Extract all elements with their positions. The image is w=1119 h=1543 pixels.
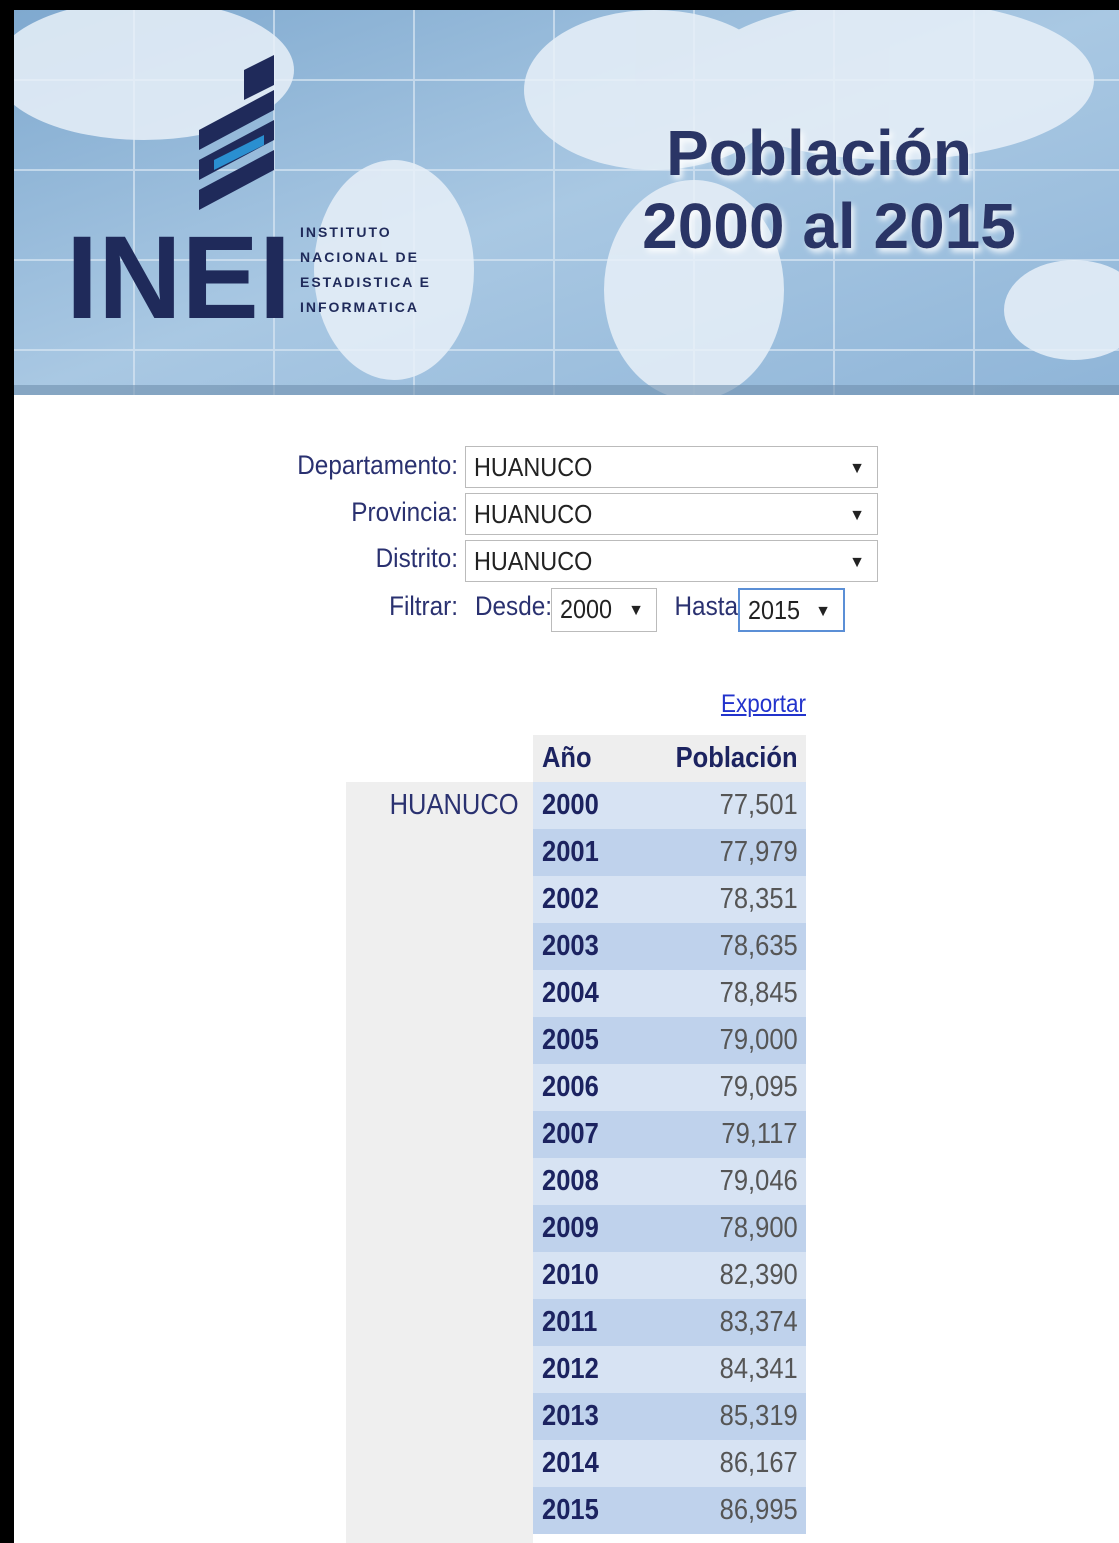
year-cell: 2006 — [533, 1064, 610, 1111]
select-provincia[interactable]: HUANUCO ▼ — [465, 493, 878, 535]
select-distrito[interactable]: HUANUCO ▼ — [465, 540, 878, 582]
year-cell-text: 2002 — [542, 883, 599, 915]
select-value: HUANUCO — [474, 499, 593, 529]
export-link[interactable]: Exportar — [720, 690, 806, 718]
year-cell-text: 2010 — [542, 1259, 599, 1291]
year-cell: 2013 — [533, 1393, 610, 1440]
header-cell-text: Año — [542, 742, 592, 774]
logo-text: ESTADISTICA E — [300, 274, 431, 290]
year-cell: 2008 — [533, 1158, 610, 1205]
label: Hasta — [674, 591, 738, 621]
year-cell-text: 2005 — [542, 1024, 599, 1056]
frame — [0, 0, 1119, 10]
population-cell-text: 77,979 — [719, 836, 798, 868]
select-hasta[interactable]: 2015 ▼ — [738, 588, 845, 632]
year-cell: 2014 — [533, 1440, 610, 1487]
select-value: HUANUCO — [474, 546, 593, 576]
place-column — [346, 782, 533, 1543]
select-departamento[interactable]: HUANUCO ▼ — [465, 446, 878, 488]
population-cell: 77,501 — [610, 782, 806, 829]
label: Desde: — [474, 591, 552, 621]
population-cell-text: 79,117 — [721, 1118, 798, 1150]
population-cell: 77,979 — [610, 829, 806, 876]
population-cell: 78,900 — [610, 1205, 806, 1252]
year-cell-text: 2012 — [542, 1353, 599, 1385]
title: Población — [666, 117, 972, 189]
population-cell-text: 78,635 — [719, 930, 798, 962]
population-cell: 84,341 — [610, 1346, 806, 1393]
header-cell: Año — [533, 735, 610, 782]
population-cell: 83,374 — [610, 1299, 806, 1346]
population-cell: 79,000 — [610, 1017, 806, 1064]
population-cell-text: 84,341 — [719, 1353, 798, 1385]
header-cell: Población — [610, 735, 806, 782]
population-cell: 82,390 — [610, 1252, 806, 1299]
population-cell-text: 78,900 — [719, 1212, 798, 1244]
year-cell-text: 2003 — [542, 930, 599, 962]
population-cell: 78,351 — [610, 876, 806, 923]
year-cell-text: 2015 — [542, 1494, 599, 1526]
year-cell: 2011 — [533, 1299, 610, 1346]
label: Filtrar: — [389, 591, 458, 621]
year-cell: 2003 — [533, 923, 610, 970]
select-value: HUANUCO — [474, 452, 593, 482]
year-cell: 2004 — [533, 970, 610, 1017]
population-cell: 78,845 — [610, 970, 806, 1017]
population-cell-text: 86,167 — [719, 1447, 798, 1479]
title: 2000 al 2015 — [642, 190, 1016, 262]
year-cell: 2015 — [533, 1487, 610, 1534]
population-cell-text: 82,390 — [719, 1259, 798, 1291]
logo-text: NACIONAL DE — [300, 249, 419, 265]
year-cell: 2005 — [533, 1017, 610, 1064]
year-cell: 2012 — [533, 1346, 610, 1393]
year-cell-text: 2008 — [542, 1165, 599, 1197]
place-cell-text: HUANUCO — [389, 789, 519, 821]
select-value: 2015 — [748, 595, 801, 625]
year-cell: 2000 — [533, 782, 610, 829]
year-cell: 2007 — [533, 1111, 610, 1158]
year-cell-text: 2011 — [542, 1306, 598, 1338]
population-cell-text: 77,501 — [719, 789, 798, 821]
year-cell-text: 2004 — [542, 977, 599, 1009]
select-value: 2000 — [560, 594, 613, 624]
logo-acronym: INEI — [66, 212, 291, 344]
logo-text: INFORMATICA — [300, 299, 419, 315]
population-cell: 79,046 — [610, 1158, 806, 1205]
year-cell-text: 2000 — [542, 789, 599, 821]
population-cell-text: 85,319 — [719, 1400, 798, 1432]
year-cell: 2009 — [533, 1205, 610, 1252]
select-desde[interactable]: 2000 ▼ — [551, 588, 657, 632]
place-cell: HUANUCO — [346, 782, 533, 829]
population-cell: 79,117 — [610, 1111, 806, 1158]
banner: INEI INSTITUTO NACIONAL DE ESTADISTICA E IN… — [14, 10, 1119, 395]
year-cell: 2001 — [533, 829, 610, 876]
label: Departamento: — [297, 450, 458, 480]
population-cell-text: 86,995 — [719, 1494, 798, 1526]
population-cell-text: 79,046 — [719, 1165, 798, 1197]
year-cell-text: 2014 — [542, 1447, 599, 1479]
year-cell-text: 2006 — [542, 1071, 599, 1103]
population-cell-text: 78,351 — [719, 883, 798, 915]
frame — [0, 0, 14, 1543]
population-cell-text: 83,374 — [719, 1306, 798, 1338]
year-cell-text: 2001 — [542, 836, 599, 868]
population-cell-text: 79,000 — [719, 1024, 798, 1056]
population-cell: 78,635 — [610, 923, 806, 970]
year-cell-text: 2007 — [542, 1118, 599, 1150]
population-cell-text: 79,095 — [719, 1071, 798, 1103]
label: Provincia: — [351, 497, 458, 527]
population-cell: 79,095 — [610, 1064, 806, 1111]
year-cell-text: 2009 — [542, 1212, 599, 1244]
label: Distrito: — [375, 543, 458, 573]
logo-text: INSTITUTO — [300, 224, 392, 240]
header-cell-text: Población — [676, 742, 798, 774]
year-cell: 2002 — [533, 876, 610, 923]
year-cell: 2010 — [533, 1252, 610, 1299]
year-cell-text: 2013 — [542, 1400, 599, 1432]
population-cell: 85,319 — [610, 1393, 806, 1440]
population-cell: 86,995 — [610, 1487, 806, 1534]
population-cell-text: 78,845 — [719, 977, 798, 1009]
population-cell: 86,167 — [610, 1440, 806, 1487]
